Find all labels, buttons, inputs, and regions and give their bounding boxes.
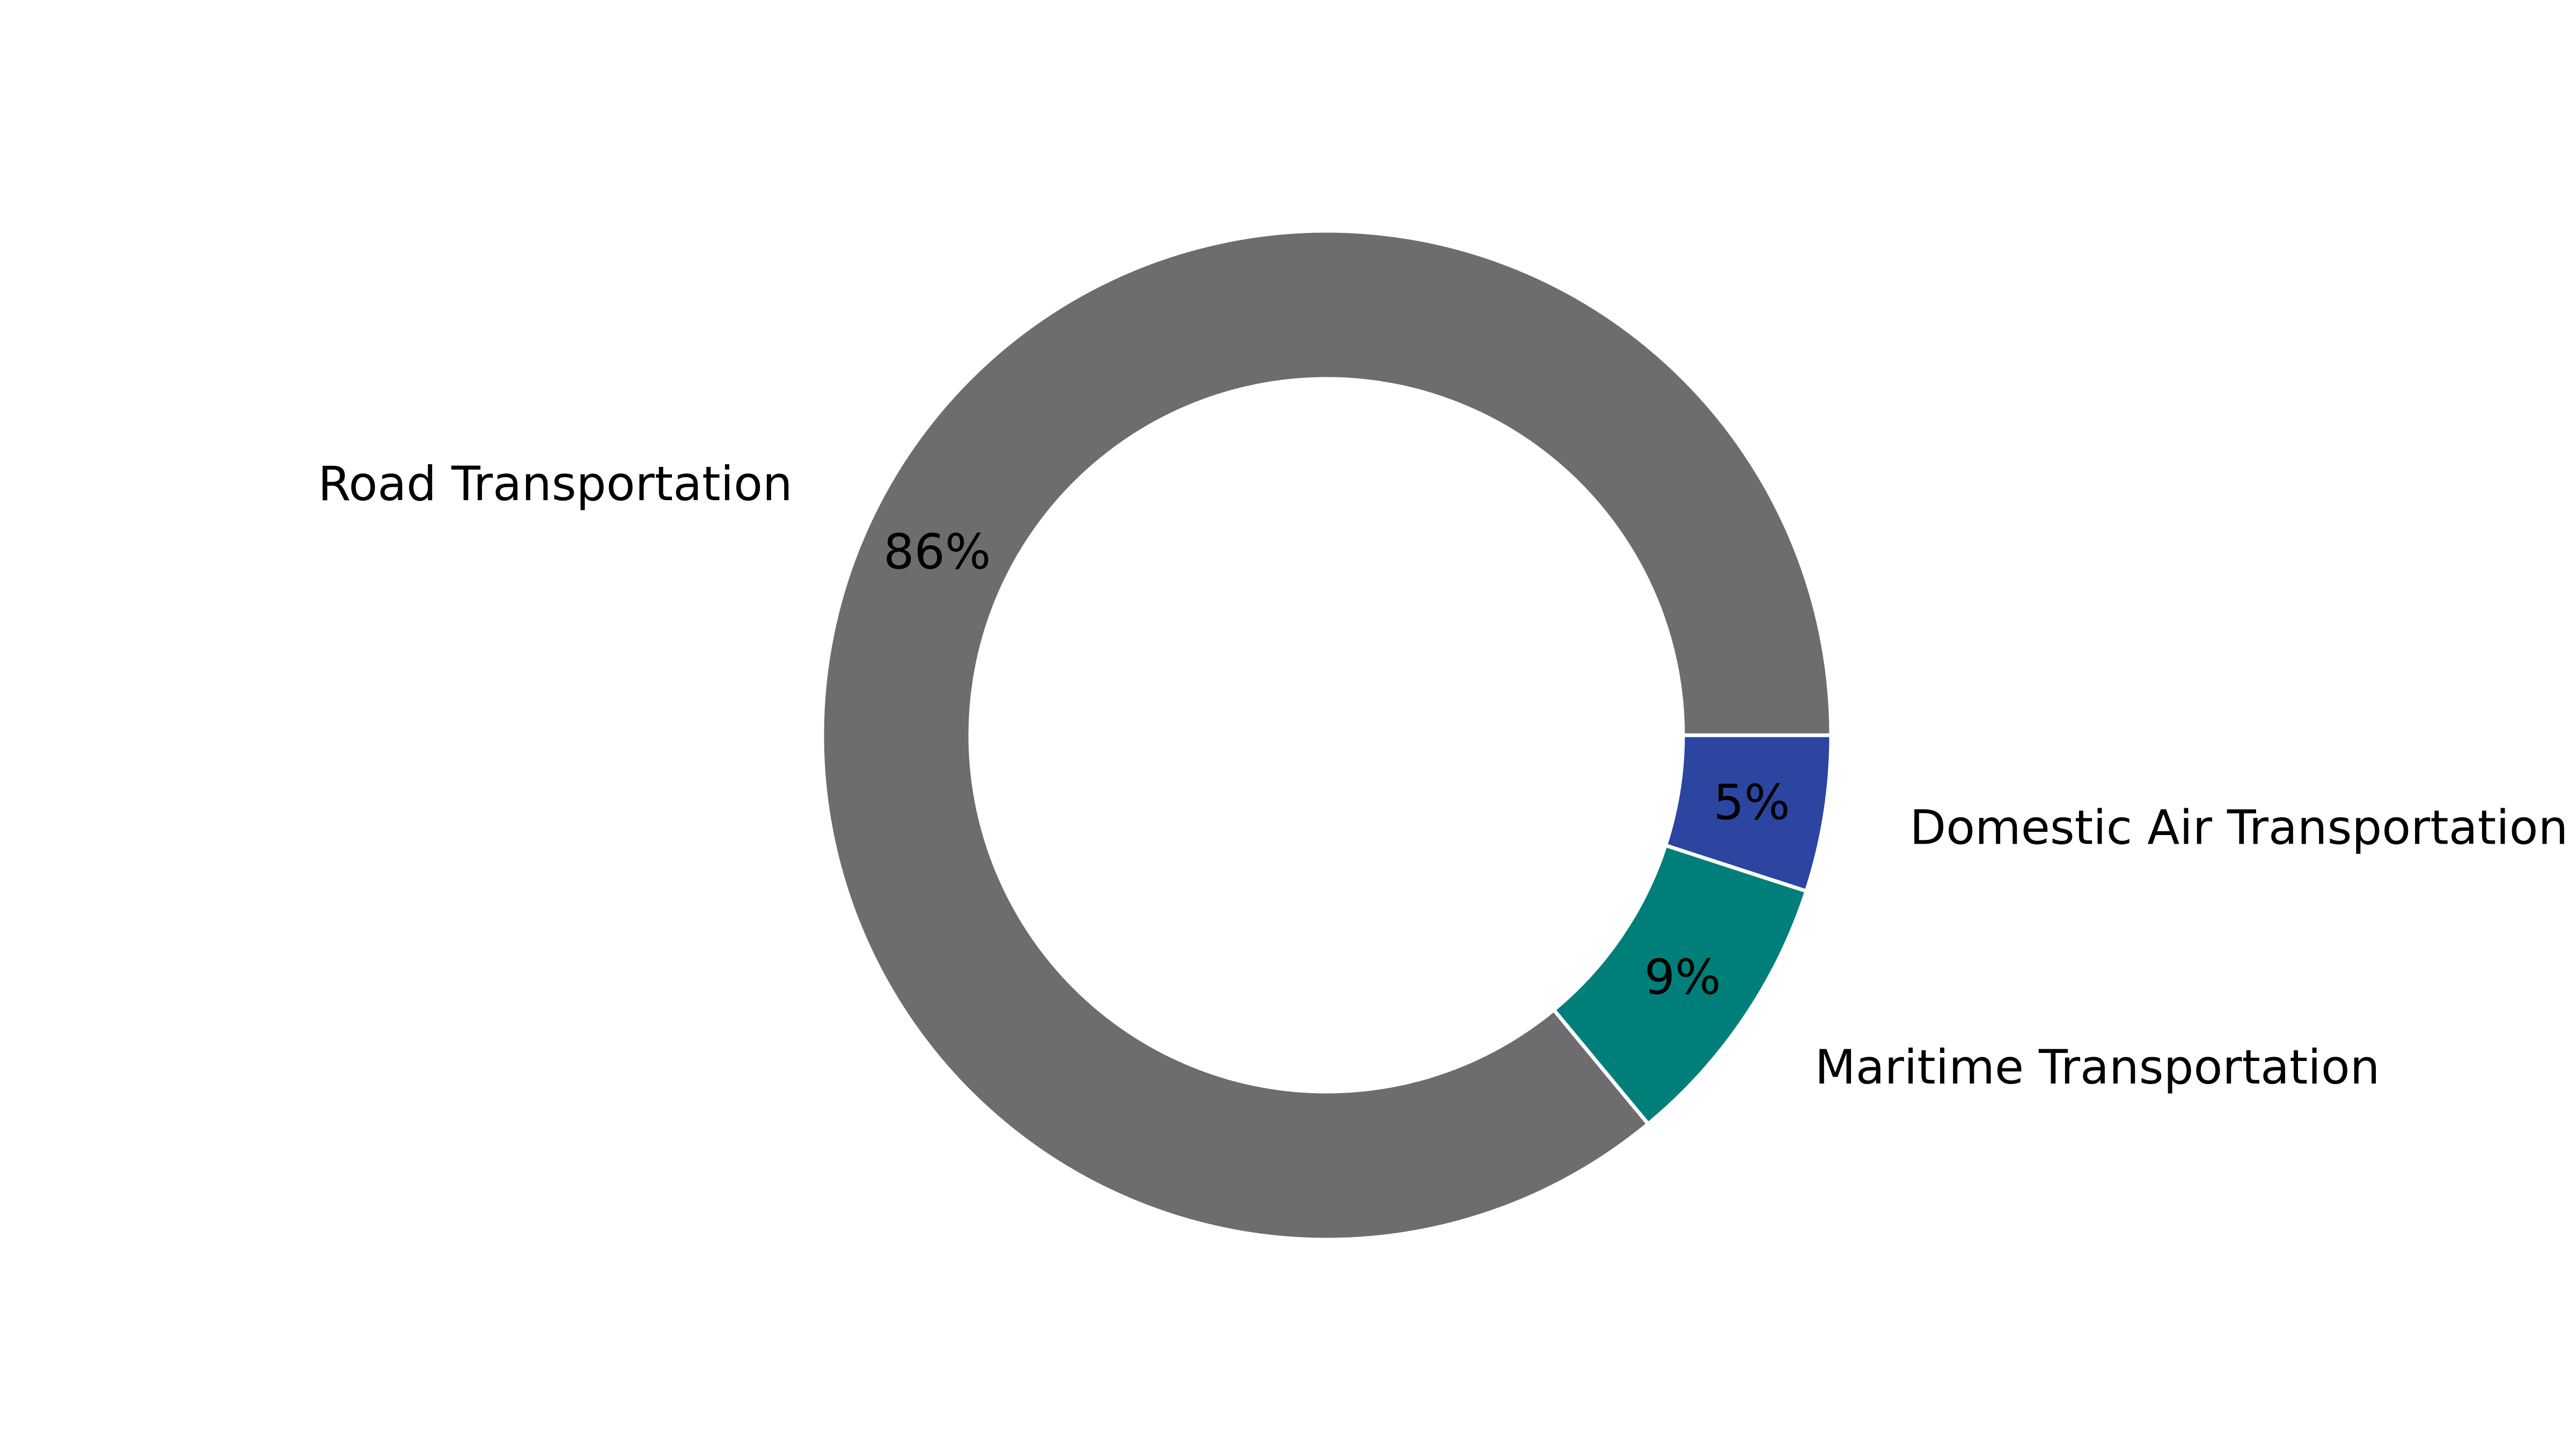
- category-label-maritime-transportation: Maritime Transportation: [1815, 1040, 2380, 1095]
- pct-label-maritime-transportation: 9%: [1644, 949, 1721, 1005]
- category-label-domestic-air-transportation: Domestic Air Transportation: [1909, 800, 2568, 855]
- pct-label-road-transportation: 86%: [883, 524, 991, 580]
- slices-layer: [820, 229, 1833, 1242]
- pct-label-domestic-air-transportation: 5%: [1714, 774, 1790, 831]
- slice-domestic-air-transportation: [1663, 733, 1833, 894]
- slice-road-transportation: [820, 229, 1833, 1242]
- labels-layer: 86% Road Transportation 9% Maritime Transpo…: [318, 456, 2568, 1095]
- category-label-road-transportation: Road Transportation: [318, 456, 792, 511]
